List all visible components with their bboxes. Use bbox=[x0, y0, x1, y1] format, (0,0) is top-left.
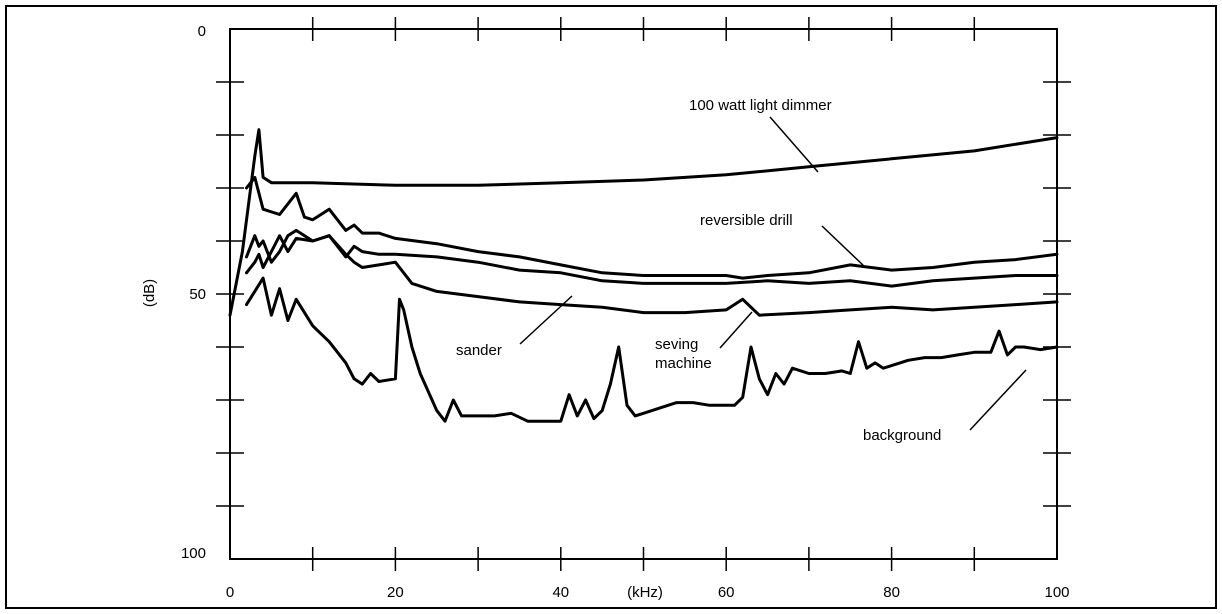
plot-area bbox=[229, 28, 1058, 560]
series-line-0 bbox=[228, 128, 1059, 317]
leader-seving bbox=[719, 311, 753, 349]
y-tick-label: 100 bbox=[181, 545, 206, 562]
tick-labels: 0 20 40 60 80 100 0 50 100 bbox=[181, 23, 1070, 601]
series-line-3 bbox=[245, 234, 1059, 317]
annotation-background: background bbox=[863, 427, 941, 444]
annotation-sander: sander bbox=[456, 342, 502, 359]
x-tick-label: 80 bbox=[883, 584, 900, 601]
x-axis-label: (kHz) bbox=[627, 584, 663, 601]
x-tick-label: 60 bbox=[718, 584, 735, 601]
y-tick-label: 50 bbox=[189, 286, 206, 303]
leader-sander bbox=[519, 295, 573, 345]
series-line-2 bbox=[245, 228, 1059, 288]
leader-background bbox=[969, 369, 1027, 431]
leader-dimmer bbox=[769, 116, 819, 173]
annotation-dimmer: 100 watt light dimmer bbox=[689, 97, 832, 114]
annotations: 100 watt light dimmer reversible drill s… bbox=[456, 97, 1027, 444]
axis-ticks bbox=[216, 17, 1071, 571]
annotation-drill: reversible drill bbox=[700, 212, 793, 229]
annotation-seving-1: seving bbox=[655, 336, 698, 353]
series-line-4 bbox=[245, 276, 1059, 423]
leader-drill bbox=[821, 225, 866, 268]
figure-frame bbox=[5, 5, 1217, 609]
y-axis-label: (dB) bbox=[141, 279, 158, 307]
annotation-seving-2: machine bbox=[655, 355, 712, 372]
series-line-1 bbox=[245, 175, 1059, 280]
series-lines bbox=[228, 128, 1059, 423]
x-tick-label: 40 bbox=[552, 584, 569, 601]
y-tick-label: 0 bbox=[198, 23, 206, 40]
x-tick-label: 0 bbox=[226, 584, 234, 601]
x-tick-label: 20 bbox=[387, 584, 404, 601]
x-tick-label: 100 bbox=[1044, 584, 1069, 601]
